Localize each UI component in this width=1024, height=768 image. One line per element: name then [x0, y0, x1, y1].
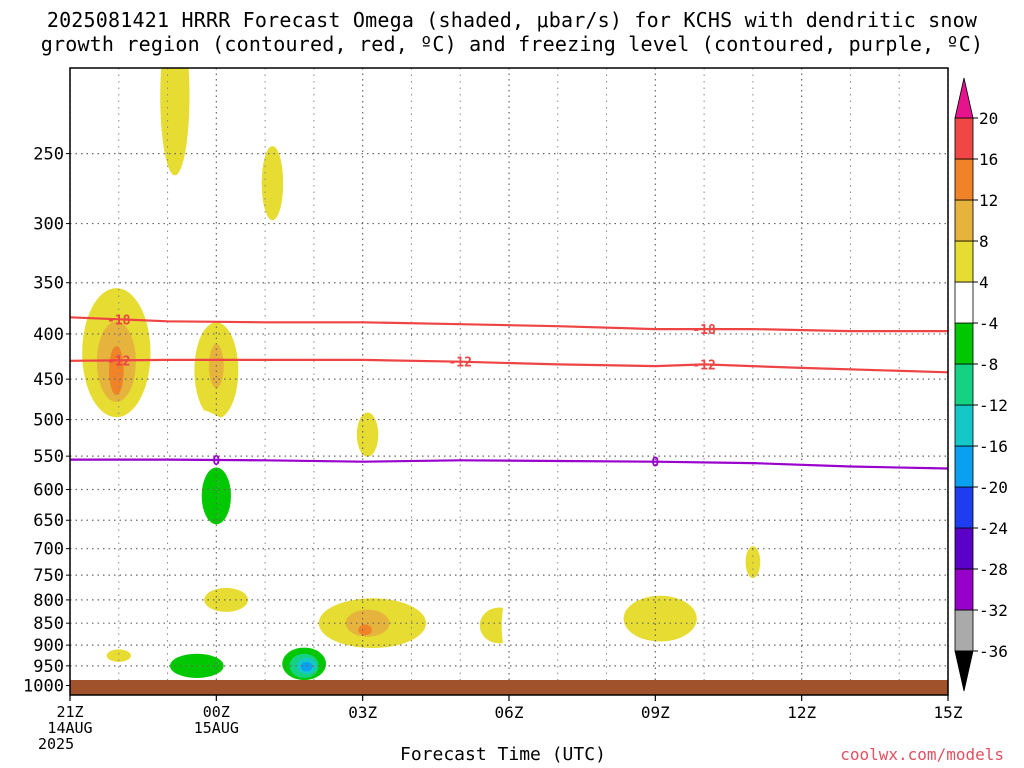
contour-label: -18 — [692, 323, 716, 338]
omega-positive-region — [358, 624, 372, 636]
y-tick-label: 300 — [33, 215, 64, 235]
colorbar-label: 8 — [979, 232, 989, 251]
colorbar-label: -24 — [979, 519, 1008, 538]
x-tick-label: 09Z — [641, 703, 670, 722]
temperature-contours: -18 -18 -12 -12 -12 0 0 — [70, 313, 948, 471]
omega-positive-region — [160, 68, 190, 176]
x-tick-date-label: 00Z 15AUG — [176, 704, 256, 736]
y-tick-label: 900 — [33, 636, 64, 656]
y-tick-label: 650 — [33, 511, 64, 531]
chart-title-line-1: 2025081421 HRRR Forecast Omega (shaded, … — [46, 8, 978, 32]
x-tick-date-line: 15AUG — [193, 719, 239, 737]
colorbar-label: -16 — [979, 437, 1008, 456]
colorbar-label: 16 — [979, 150, 998, 169]
omega-positive-region — [356, 412, 379, 457]
colorbar-band — [954, 486, 974, 529]
colorbar-band — [954, 363, 974, 406]
contour-label: -12 — [692, 358, 715, 373]
ground-surface — [70, 680, 948, 695]
y-tick-label: 600 — [33, 481, 64, 501]
chart-title-line-2: growth region (contoured, red, ºC) and f… — [40, 32, 984, 56]
x-axis-title: Forecast Time (UTC) — [400, 744, 606, 765]
omega-positive-region — [204, 587, 249, 612]
x-tick-label: 03Z — [348, 703, 377, 722]
omega-negative-region — [926, 418, 948, 561]
omega-positive-region — [261, 146, 284, 221]
y-tick-label: 750 — [33, 566, 64, 586]
colorbar-label: -20 — [979, 478, 1008, 497]
omega-negative-region — [779, 147, 824, 325]
y-tick-label: 800 — [33, 591, 64, 611]
y-tick-label: 450 — [33, 370, 64, 390]
contour-label: 0 — [212, 454, 220, 469]
omega-negative-region — [501, 587, 527, 664]
omega-negative-region — [300, 661, 313, 672]
y-tick-label: 400 — [33, 325, 64, 345]
colorbar-band — [954, 117, 974, 160]
colorbar-band — [954, 199, 974, 242]
omega-positive-region — [109, 346, 124, 395]
omega-negative-region — [345, 547, 380, 572]
colorbar-band — [954, 404, 974, 447]
y-tick-label: 1000 — [23, 677, 64, 697]
colorbar-label: 20 — [979, 109, 998, 128]
contour-line-minus18 — [70, 316, 948, 333]
omega-shading — [82, 68, 948, 685]
x-tick-date-line: 14AUG — [47, 719, 93, 737]
colorbar-band — [954, 322, 974, 365]
x-tick-label: 15Z — [934, 703, 963, 722]
colorbar-label: -28 — [979, 560, 1008, 579]
colorbar-band — [954, 609, 974, 652]
contour-label: -12 — [448, 356, 471, 371]
omega-positive-region — [106, 649, 131, 662]
y-tick-label: 950 — [33, 657, 64, 677]
contour-label: -18 — [107, 313, 131, 328]
colorbar-top-arrow — [954, 77, 974, 119]
omega-positive-region — [623, 595, 697, 642]
y-tick-label: 350 — [33, 274, 64, 294]
colorbar-band — [954, 281, 974, 324]
x-tick-label: 12Z — [787, 703, 816, 722]
x-tick-date-line: 21Z — [56, 703, 84, 721]
x-tick-date-line: 00Z — [202, 703, 230, 721]
contour-line-minus12 — [70, 358, 948, 374]
y-tick-label: 250 — [33, 145, 64, 165]
colorbar-label: 12 — [979, 191, 998, 210]
colorbar-label: -8 — [979, 355, 998, 374]
colorbar-band — [954, 568, 974, 611]
y-tick-label: 700 — [33, 540, 64, 560]
y-tick-label: 550 — [33, 447, 64, 467]
omega-negative-region — [221, 150, 251, 271]
colorbar-bottom-arrow — [954, 650, 974, 692]
x-tick-date-label: 21Z 14AUG 2025 — [30, 704, 110, 752]
omega-negative-region — [842, 621, 859, 639]
y-tick-label: 850 — [33, 614, 64, 634]
colorbar-band — [954, 445, 974, 488]
omega-negative-region — [99, 484, 168, 539]
contour-line-0 — [70, 458, 948, 470]
x-axis: 03Z 06Z 09Z 12Z 15Z — [69, 695, 963, 722]
colorbar-band — [954, 158, 974, 201]
credit-link[interactable]: coolwx.com/models — [840, 745, 1004, 764]
colorbar-legend: -36 -32 -28 -24 -20 -16 -12 -8 -4 4 8 12 16 20 — [954, 77, 1008, 692]
colorbar-label: -36 — [979, 642, 1008, 661]
y-axis: 2503003504004505005506006507007508008509… — [23, 145, 70, 697]
contour-label: 0 — [651, 456, 659, 471]
colorbar-band — [954, 527, 974, 570]
y-tick-label: 500 — [33, 411, 64, 431]
colorbar-band — [954, 240, 974, 283]
contour-label: -12 — [107, 354, 130, 369]
colorbar-label: -4 — [979, 314, 998, 333]
colorbar-label: 4 — [979, 273, 989, 292]
colorbar-label: -12 — [979, 396, 1008, 415]
omega-negative-region — [162, 585, 173, 629]
omega-negative-region — [201, 467, 231, 525]
x-tick-date-line: 2025 — [38, 735, 75, 753]
x-tick-label: 06Z — [495, 703, 524, 722]
colorbar-label: -32 — [979, 601, 1008, 620]
